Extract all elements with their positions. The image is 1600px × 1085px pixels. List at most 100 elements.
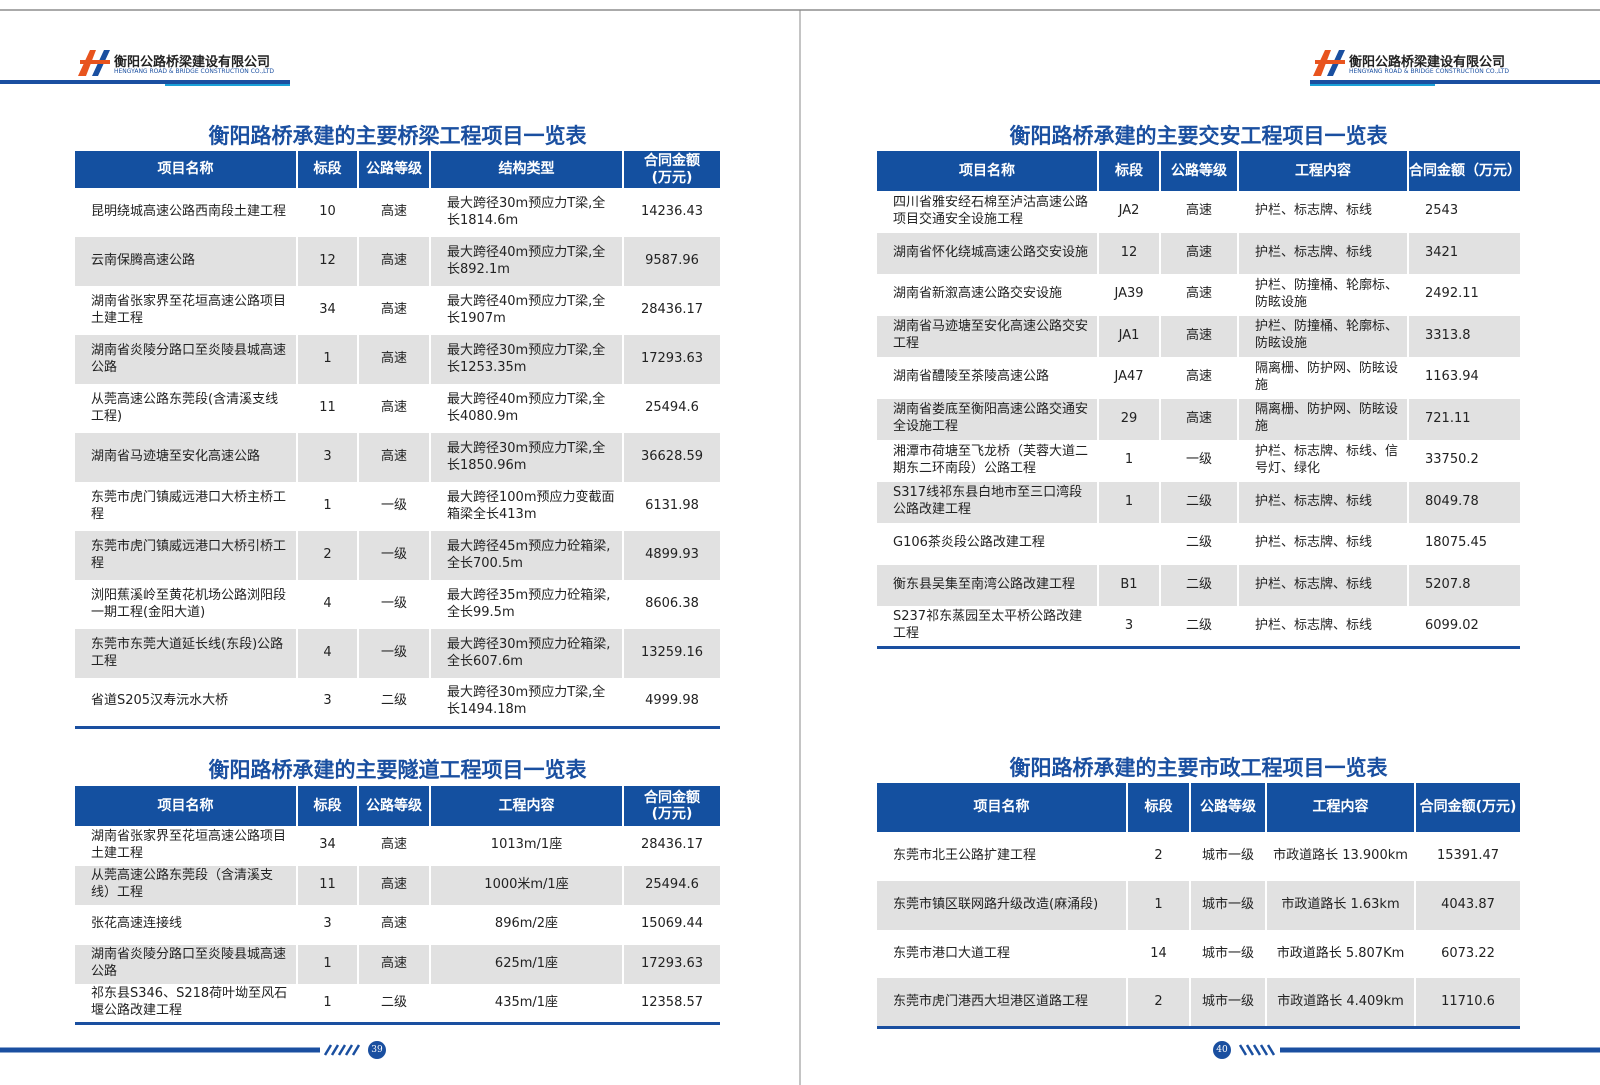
table-cell: 33750.2 <box>1407 440 1520 482</box>
table-cell: 市政道路长 4.409km <box>1265 978 1415 1028</box>
table-cell: 2 <box>1126 978 1190 1028</box>
table-cell: JA39 <box>1097 274 1160 316</box>
table-cell: 一级 <box>357 531 430 580</box>
table-row: 湖南省炎陵分路口至炎陵县城高速公路 1 高速 625m/1座 17293.63 <box>75 944 720 984</box>
table-cell: 最大跨径40m预应力T梁,全长1907m <box>429 286 623 335</box>
table-cell: 湖南省马迹塘至安化高速公路交安工程 <box>877 315 1098 357</box>
table-cell: 1 <box>1126 880 1190 930</box>
table-cell: 25494.6 <box>622 384 720 433</box>
table-cell: 高速 <box>357 188 430 237</box>
column-header: 公路等级 <box>1189 783 1266 832</box>
table-cell: 湖南省怀化绕城高速公路交安设施 <box>877 232 1098 274</box>
table-cell: 高速 <box>1159 398 1238 440</box>
table-row: 从莞高速公路东莞段(含清溪支线工程) 11 高速 最大跨径40m预应力T梁,全长408… <box>75 384 720 433</box>
table-cell: 3 <box>296 678 358 727</box>
table-cell: 城市一级 <box>1189 832 1266 881</box>
column-header: 标段 <box>296 151 358 188</box>
table-cell: 高速 <box>357 905 430 945</box>
table-cell: 湖南省张家界至花垣高速公路项目土建工程 <box>91 828 287 861</box>
column-header: 工程内容 <box>429 786 623 826</box>
table-cell: 湖南省炎陵分路口至炎陵县城高速公路 <box>75 335 297 384</box>
table-cell: 1 <box>296 335 358 384</box>
table-cell: 湖南省张家界至花垣高速公路项目土建工程 <box>91 293 287 326</box>
table-row: 浏阳蕉溪岭至黄花机场公路浏阳段一期工程(金阳大道) 4 一级 最大跨径35m预应力砼箱… <box>75 580 720 629</box>
table-cell: 896m/2座 <box>429 905 623 945</box>
table-cell: 四川省雅安经石棉至泸沽高速公路项目交通安全设施工程 <box>893 194 1089 227</box>
table-cell: 东莞市港口大道工程 <box>893 945 1011 961</box>
table-cell: 8606.38 <box>622 580 720 629</box>
table-cell: 高速 <box>1159 357 1238 399</box>
table-cell: 5207.8 <box>1407 564 1520 606</box>
table-row: 东莞市虎门镇威远港口大桥引桥工程 2 一级 最大跨径45m预应力砼箱梁,全长700.5… <box>75 531 720 580</box>
table-cell: 护栏、防撞桶、轮廓标、防眩设施 <box>1237 315 1408 357</box>
table-cell: 高速 <box>1159 232 1238 274</box>
table-cell: 最大跨径30m预应力T梁,全长1850.96m <box>429 433 623 482</box>
table-cell: 祁东县S346、S218荷叶坳至风石堰公路改建工程 <box>91 986 288 1018</box>
table-row: 祁东县S346、S218荷叶坳至风石堰公路改建工程 1 二级 435m/1座 12358… <box>75 984 720 1024</box>
table-cell: 3313.8 <box>1407 315 1520 357</box>
table-row: 湖南省马迹塘至安化高速公路 3 高速 最大跨径30m预应力T梁,全长1850.96m 3… <box>75 433 720 482</box>
table-cell: 2543 <box>1407 191 1520 233</box>
table-cell: JA2 <box>1097 191 1160 233</box>
table-cell: 高速 <box>357 237 430 286</box>
table-cell: 1 <box>296 944 358 984</box>
table-cell: 二级 <box>1159 481 1238 523</box>
table-cell: 高速 <box>357 286 430 335</box>
table-cell: 高速 <box>357 865 430 905</box>
table-cell: 湖南省醴陵至茶陵高速公路 <box>893 369 1050 385</box>
table-cell: 721.11 <box>1407 398 1520 440</box>
table-cell: 17293.63 <box>622 944 720 984</box>
column-header: 结构类型 <box>429 151 623 188</box>
company-name: 衡阳公路桥梁建设有限公司 <box>1349 55 1506 70</box>
table-cell: 最大跨径30m预应力T梁,全长1494.18m <box>429 678 623 727</box>
table-cell: 昆明绕城高速公路西南段土建工程 <box>91 204 287 220</box>
table-cell: 28436.17 <box>622 286 720 335</box>
table-cell: 一级 <box>357 580 430 629</box>
table-row: S237祁东蒸园至太平桥公路改建工程 3 二级 护栏、标志牌、标线 6099.02 <box>877 606 1520 648</box>
table-cell: 435m/1座 <box>429 984 623 1024</box>
company-english: HENGYANG ROAD & BRIDGE CONSTRUCTION CO.,… <box>114 68 274 75</box>
column-header: 工程内容 <box>1265 783 1415 832</box>
table-cell: 1 <box>296 984 358 1024</box>
table-cell: 护栏、标志牌、标线 <box>1237 564 1408 606</box>
table-cell: 8049.78 <box>1407 481 1520 523</box>
data-table: 项目名称 标段 公路等级 结构类型 合同金额 (万元) 昆明绕城高速公路西南段土建工程 10… <box>75 151 720 729</box>
table-cell <box>1097 523 1160 565</box>
table-cell: 1013m/1座 <box>429 826 623 866</box>
table-cell: 625m/1座 <box>429 944 623 984</box>
table-cell: 高速 <box>357 944 430 984</box>
table-title: 衡阳路桥承建的主要市政工程项目一览表 <box>1009 755 1388 780</box>
company-name: 衡阳公路桥梁建设有限公司 <box>114 55 271 70</box>
table-cell: 12358.57 <box>622 984 720 1024</box>
table-row: 湖南省炎陵分路口至炎陵县城高速公路 1 高速 最大跨径30m预应力T梁,全长1253.… <box>75 335 720 384</box>
column-header: 工程内容 <box>1237 151 1408 191</box>
table-row: 昆明绕城高速公路西南段土建工程 10 高速 最大跨径30m预应力T梁,全长1814.6… <box>75 188 720 237</box>
table-cell: 高速 <box>1159 315 1238 357</box>
table-cell: 二级 <box>1159 564 1238 606</box>
column-header: 合同金额（万元） <box>1407 151 1521 191</box>
table-cell: 6131.98 <box>622 482 720 531</box>
table-cell: 最大跨径30m预应力T梁,全长1253.35m <box>429 335 623 384</box>
table-row: 省道S205汉寿沅水大桥 3 二级 最大跨径30m预应力T梁,全长1494.18m 49… <box>75 678 720 727</box>
table-cell: 护栏、标志牌、标线 <box>1237 481 1408 523</box>
table-cell: 34 <box>296 826 358 866</box>
header-row: 项目名称 标段 公路等级 工程内容 合同金额 (万元) <box>75 786 720 826</box>
table-cell: 4 <box>296 629 358 678</box>
table-cell: 13259.16 <box>622 629 720 678</box>
column-header: 公路等级 <box>1159 151 1238 191</box>
table-cell: 二级 <box>357 984 430 1024</box>
table-cell: 25494.6 <box>622 865 720 905</box>
column-header: 合同金额 (万元) <box>622 151 720 188</box>
table-title: 衡阳路桥承建的主要隧道工程项目一览表 <box>208 757 587 782</box>
table-cell: 3 <box>1097 606 1160 648</box>
data-table: 项目名称 标段 公路等级 工程内容 合同金额 (万元) 湖南省张家界至花垣高速公路项目土建… <box>75 786 720 1025</box>
table-cell: 9587.96 <box>622 237 720 286</box>
table-cell: 湖南省新溆高速公路交安设施 <box>893 286 1063 302</box>
logo-mark <box>78 50 1345 76</box>
data-table: 项目名称 标段 公路等级 工程内容 合同金额(万元) 东莞市北王公路扩建工程 2 城市一级 市政… <box>877 783 1520 1029</box>
table-cell: 湘潭市荷塘至飞龙桥（芙蓉大道二期东二环南段）公路工程 <box>893 443 1089 476</box>
table-row: 东莞市虎门镇威远港口大桥主桥工程 1 一级 最大跨径100m预应力变截面箱梁全长413… <box>75 482 720 531</box>
table-cell: 4 <box>296 580 358 629</box>
table-cell: 城市一级 <box>1189 978 1266 1028</box>
